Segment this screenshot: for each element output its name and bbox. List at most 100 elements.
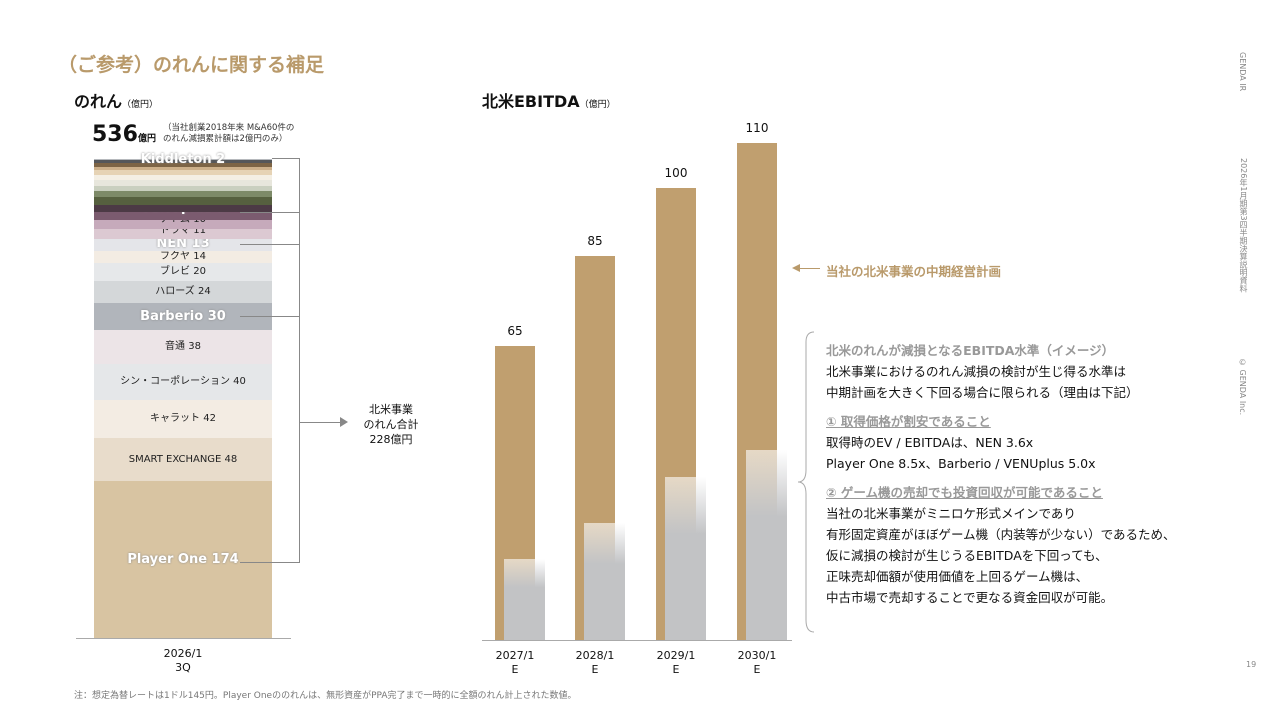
ebitda-value-label: 85 [587, 233, 603, 248]
side-copyright: © GENDA Inc. [1238, 358, 1247, 416]
point2-line: 中古市場で売却することで更なる資金回収が可能。 [826, 590, 1114, 605]
segment-label: フクヤ 14 [160, 250, 206, 262]
goodwill-segment [94, 204, 272, 212]
goodwill-axis [76, 638, 291, 639]
segment-label: ハローズ 24 [155, 285, 211, 297]
goodwill-heading-text: のれん [74, 92, 123, 111]
segment-label: SMART EXCHANGE 48 [128, 453, 238, 465]
bracket-line [240, 316, 299, 317]
x-label-line: 3Q [175, 661, 191, 674]
goodwill-x-label: 2026/1 3Q [153, 647, 213, 675]
goodwill-segment [94, 185, 272, 192]
goodwill-segment [94, 219, 272, 229]
bracket-line [240, 212, 299, 213]
segment-label: シン・コーポレーション 40 [120, 376, 246, 388]
callout-line: 北米事業 [369, 403, 413, 416]
callout-line: 228億円 [369, 433, 413, 446]
goodwill-segment [94, 170, 272, 175]
goodwill-segment [94, 158, 272, 161]
x-label-line: 2030/1 [737, 649, 777, 662]
segment-label: ドラマ 11 [160, 225, 206, 236]
segment-label: Kiddleton 2 [140, 152, 226, 167]
ebitda-heading-text: 北米EBITDA [482, 92, 580, 111]
page-title: （ご参考）のれんに関する補足 [58, 54, 325, 76]
callout-line: のれん合計 [363, 418, 419, 431]
goodwill-segment [94, 160, 272, 164]
point1-heading: ① 取得価格が割安であること [826, 414, 991, 429]
goodwill-segment [94, 238, 272, 251]
goodwill-note-line: のれん減損累計額は2億円のみ） [163, 134, 288, 144]
ebitda-value-label: 110 [745, 121, 769, 135]
ebitda-value-label: 65 [507, 324, 523, 339]
goodwill-segment [94, 263, 272, 282]
segment-label: Player One 174 [127, 552, 239, 568]
goodwill-segment [94, 174, 272, 181]
x-label-line: E [753, 663, 761, 676]
curly-brace [797, 331, 815, 633]
goodwill-segment [94, 400, 272, 438]
x-label-line: 2027/1 [495, 649, 535, 662]
explanation-line: 北米事業におけるのれん減損の検討が生じ得る水準は [826, 364, 1127, 379]
ebitda-axis [482, 640, 792, 641]
goodwill-segment [94, 197, 272, 205]
bracket-line [240, 244, 299, 245]
goodwill-note: （当社創業2018年来 M&A60件の のれん減損累計額は2億円のみ） [163, 123, 294, 145]
point2-line: 仮に減損の検討が生じうるEBITDAを下回っても、 [826, 548, 1108, 563]
callout-arrow [300, 422, 342, 423]
point2-heading: ② ゲーム機の売却でも投資回収が可能であること [826, 485, 1103, 500]
goodwill-segment [94, 191, 272, 198]
bracket-line [272, 158, 299, 159]
goodwill-heading: のれん（億円） [74, 88, 158, 112]
goodwill-segment [94, 329, 272, 365]
impairment-level-bar [504, 558, 545, 640]
point2-line: 当社の北米事業がミニロケ形式メインであり [826, 506, 1076, 521]
impairment-level-bar [746, 450, 787, 640]
goodwill-segment [94, 364, 272, 401]
arrow-head-icon [340, 417, 348, 427]
point1-line: 取得時のEV / EBITDAは、NEN 3.6x [826, 435, 1034, 450]
goodwill-unit: （億円） [122, 100, 159, 110]
point1-line: Player One 8.5x、Barberio / VENUplus 5.0x [826, 456, 1096, 471]
side-brand: GENDA IR [1238, 52, 1247, 92]
plan-label: 当社の北米事業の中期経営計画 [826, 264, 1002, 279]
goodwill-segment [94, 250, 272, 264]
explanation: 北米のれんが減損となるEBITDA水準（イメージ） 北米事業におけるのれん減損の… [826, 340, 1176, 608]
ebitda-x-label: 2027/1 E [485, 649, 545, 677]
segment-label: ブレビ 20 [160, 266, 206, 278]
ebitda-value-label: 100 [664, 166, 688, 181]
x-label-line: 2026/1 [163, 647, 203, 660]
footnote: 注：想定為替レートは1ドル145円。Player Oneののれんは、無形資産がP… [74, 691, 577, 701]
goodwill-segment [94, 228, 272, 239]
north-america-goodwill-callout: 北米事業のれん合計 228億円 [356, 402, 426, 447]
goodwill-note-line: （当社創業2018年来 M&A60件の [163, 123, 295, 133]
goodwill-segment [94, 481, 272, 638]
x-label-line: E [591, 663, 599, 676]
x-label-line: E [511, 663, 519, 676]
x-label-line: 2029/1 [656, 649, 696, 662]
explanation-line: 中期計画を大きく下回る場合に限られる（理由は下記） [826, 385, 1139, 400]
point2-line: 有形固定資産がほぼゲーム機（内装等が少ない）であるため、 [826, 527, 1176, 542]
segment-label: キャラット 42 [150, 413, 216, 425]
bracket-line [240, 562, 299, 563]
goodwill-segment [94, 180, 272, 186]
goodwill-total: 536億円 [92, 122, 156, 147]
ebitda-heading: 北米EBITDA（億円） [482, 88, 616, 112]
x-label-line: E [672, 663, 680, 676]
goodwill-segment [94, 437, 272, 482]
x-label-line: 2028/1 [575, 649, 615, 662]
ebitda-x-label: 2028/1 E [565, 649, 625, 677]
segment-label: 音通 38 [165, 340, 201, 352]
segment-label: Barberio 30 [140, 308, 226, 324]
ebitda-x-label: 2029/1 E [646, 649, 706, 677]
explanation-heading: 北米のれんが減損となるEBITDA水準（イメージ） [826, 343, 1115, 358]
side-document-title: 2026年1月期第3四半期決算説明資料 [1239, 158, 1248, 293]
goodwill-segment [94, 163, 272, 167]
impairment-level-bar [584, 522, 625, 640]
bracket-line [299, 158, 300, 563]
plan-arrow [800, 268, 820, 269]
point2-line: 正味売却価額が使用価値を上回るゲーム機は、 [826, 569, 1089, 584]
page-number: 19 [1246, 660, 1257, 669]
goodwill-total-unit: 億円 [137, 134, 156, 144]
goodwill-segment [94, 166, 272, 171]
